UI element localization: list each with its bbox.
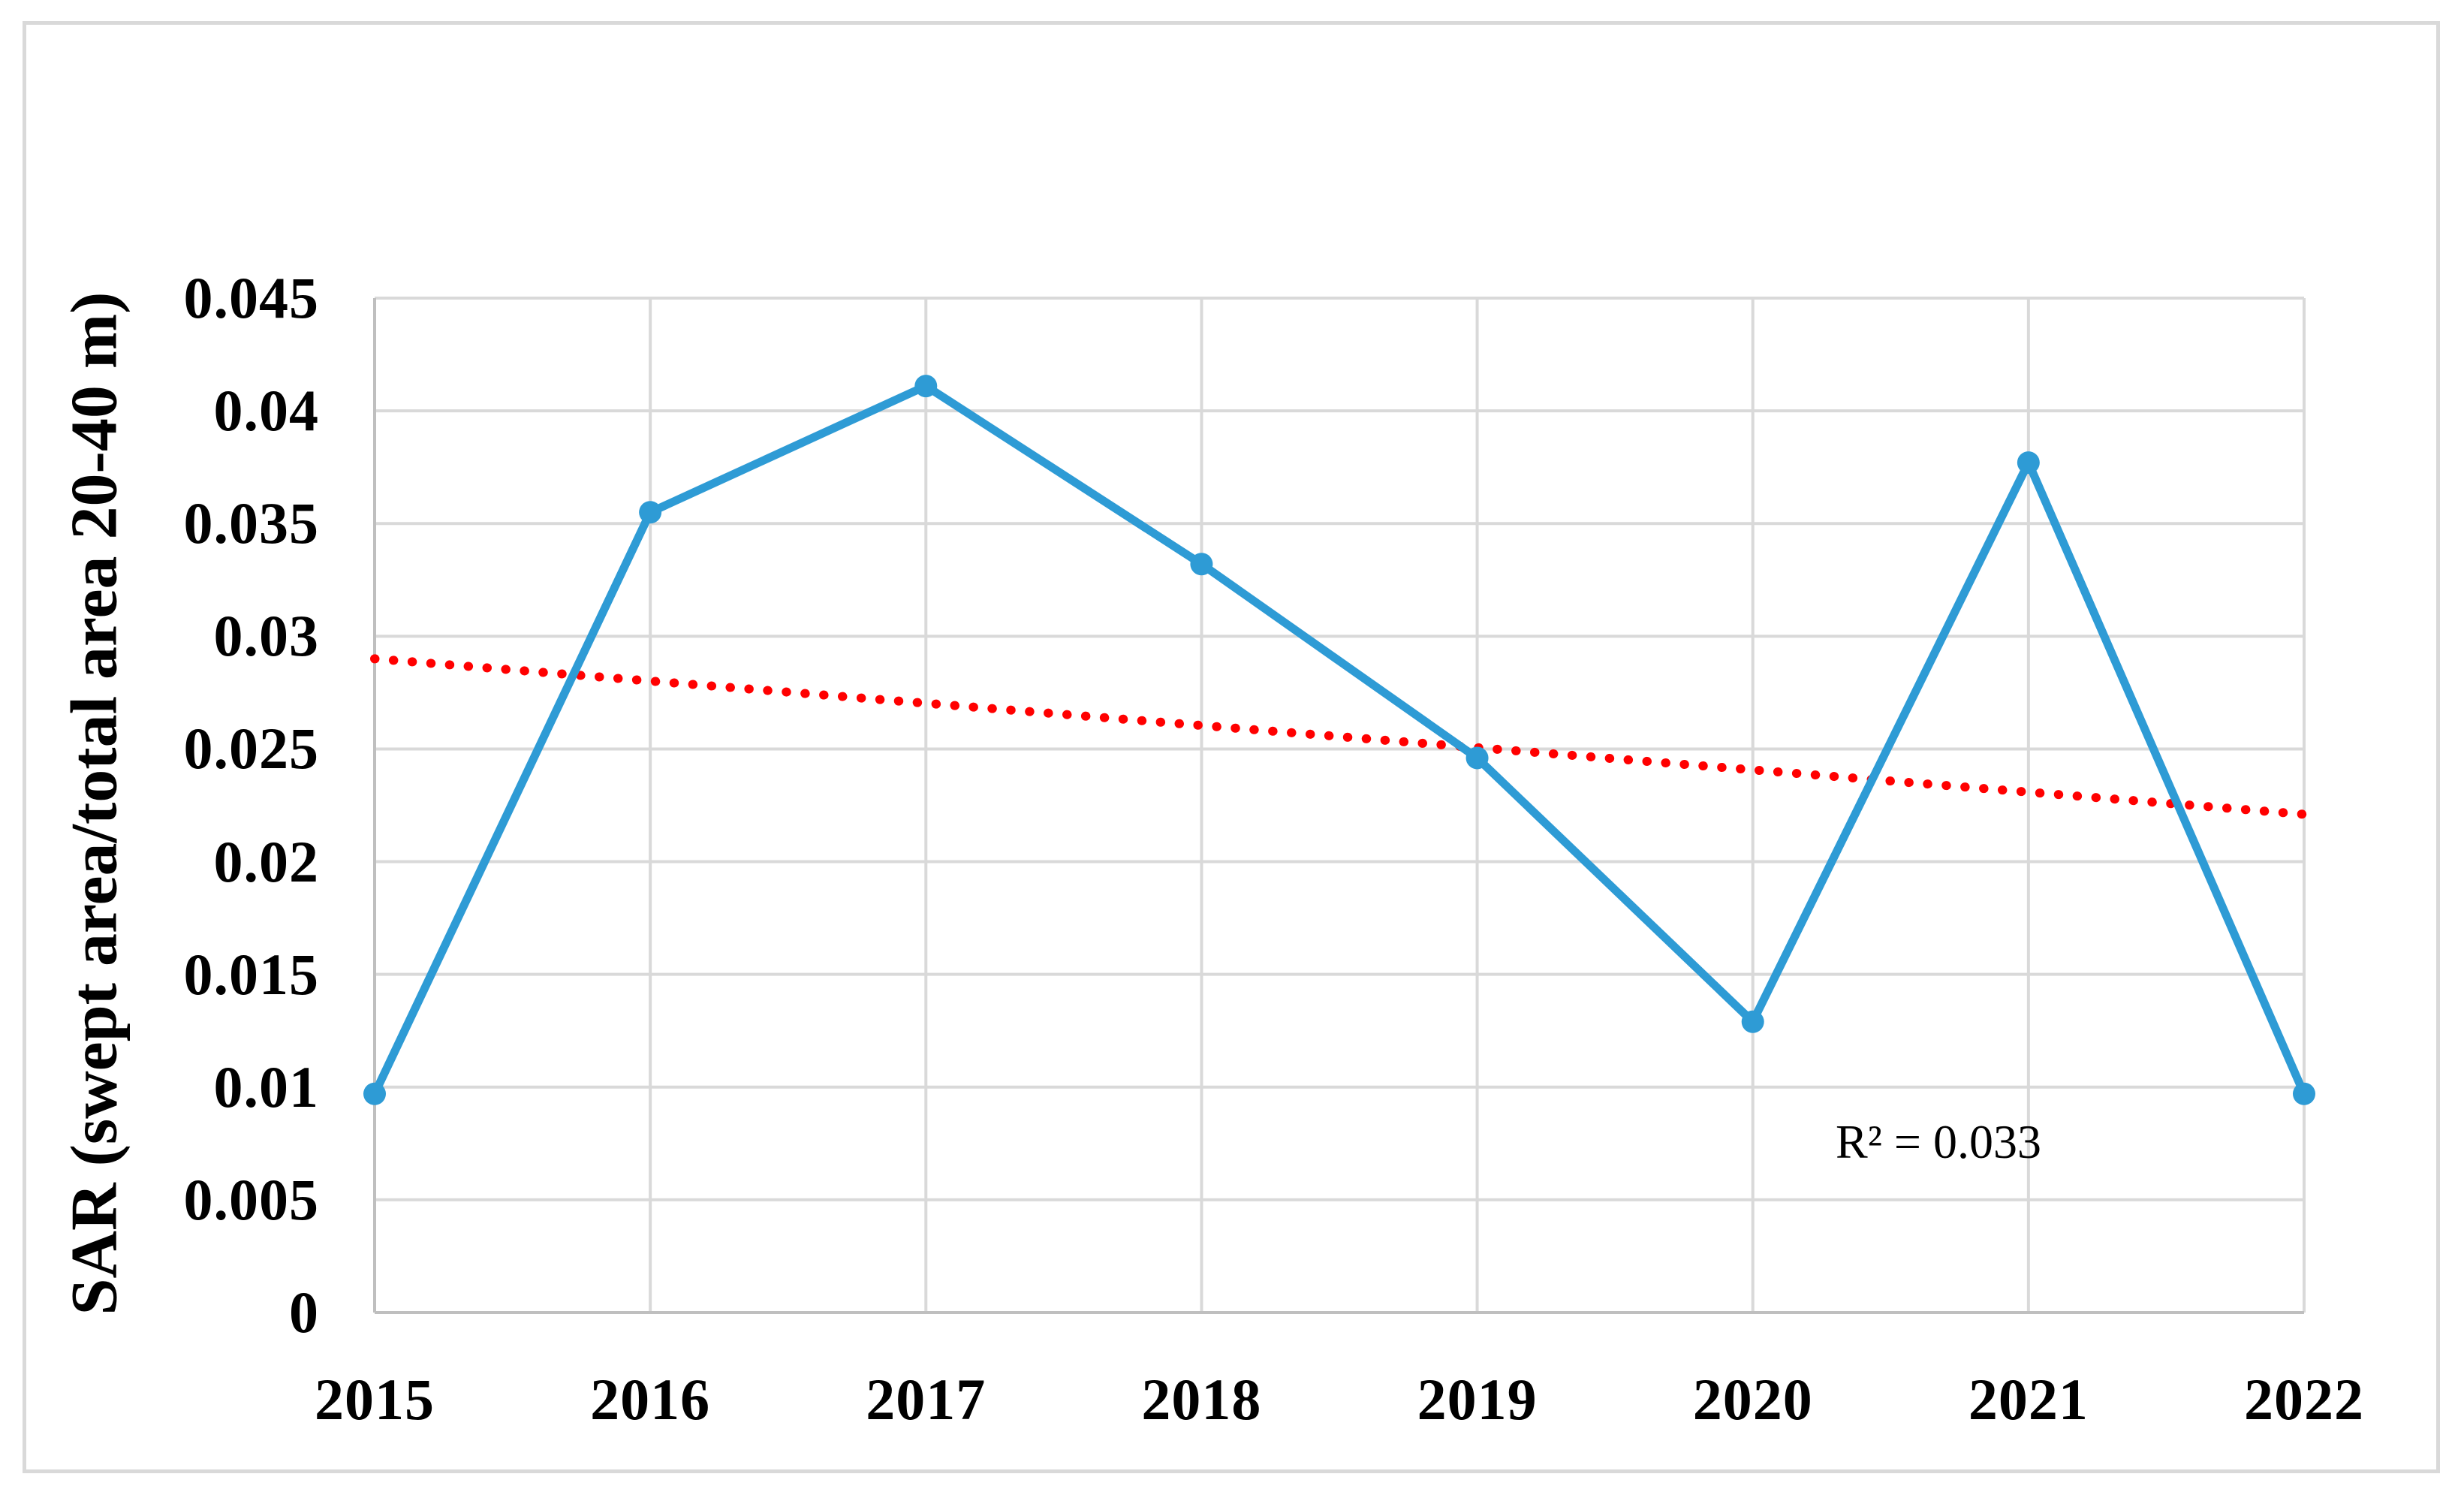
- y-tick-label: 0.045: [183, 265, 319, 330]
- data-point-2015: [363, 1082, 386, 1105]
- y-tick-label: 0.03: [213, 603, 319, 669]
- data-point-2017: [914, 375, 938, 398]
- data-point-2019: [1465, 746, 1489, 770]
- x-tick-label: 2017: [866, 1367, 987, 1432]
- y-tick-label: 0.015: [183, 941, 319, 1007]
- x-tick-label: 2021: [1968, 1367, 2089, 1432]
- y-axis-title: SAR (swept area/total area 20-40 m): [58, 291, 131, 1316]
- y-tick-label: 0.025: [183, 716, 319, 782]
- axes: [373, 298, 2304, 1314]
- y-tick-label: 0.02: [213, 828, 319, 894]
- x-tick-label: 2019: [1417, 1367, 1538, 1432]
- y-tick-label: 0.01: [213, 1053, 319, 1120]
- y-tick-label: 0.005: [183, 1166, 319, 1232]
- r-squared-annotation: R² = 0.033: [1836, 1115, 2041, 1168]
- x-tick-label: 2022: [2244, 1367, 2364, 1432]
- y-tick-label: 0: [289, 1279, 319, 1345]
- gridlines: [375, 297, 2306, 1313]
- sar-series-line: [370, 381, 2309, 1099]
- figure-border: [23, 21, 2440, 1473]
- y-tick-label: 0.035: [183, 490, 319, 556]
- x-tick-label: 2020: [1692, 1367, 1813, 1432]
- data-point-2016: [639, 501, 662, 524]
- data-point-2021: [2017, 451, 2040, 475]
- data-point-2022: [2293, 1082, 2315, 1105]
- trendline: [370, 654, 2309, 819]
- y-tick-label: 0.04: [213, 378, 319, 444]
- data-point-2020: [1741, 1010, 1764, 1033]
- x-tick-label: 2016: [590, 1367, 711, 1432]
- series-group: [363, 375, 2315, 1105]
- trendline-group: [370, 654, 2309, 819]
- x-tick-label: 2018: [1141, 1367, 1262, 1432]
- data-point-2018: [1190, 553, 1213, 576]
- x-tick-label: 2015: [315, 1367, 435, 1432]
